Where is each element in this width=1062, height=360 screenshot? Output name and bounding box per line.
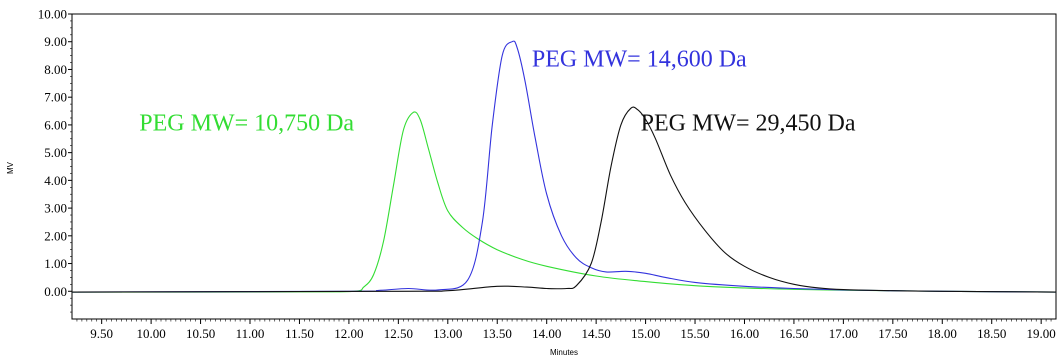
x-tick-label: 10.00 [136,326,165,341]
y-tick-label: 8.00 [44,62,67,77]
x-tick-label: 11.00 [236,326,265,341]
y-axis: 0.00 1.00 2.00 3.00 4.00 5.00 6.00 7.00 8.00 9.00… [38,7,72,313]
x-tick-label: 9.50 [90,326,113,341]
x-tick-label: 12.00 [334,326,363,341]
x-tick-label: 18.50 [977,326,1006,341]
x-tick-label: 17.00 [829,326,858,341]
x-axis: 9.50 10.00 10.50 11.00 11.50 12.00 12.50 13.00 1… [76,319,1056,341]
series-lines [71,40,1057,293]
y-tick-label: 0.00 [44,284,67,299]
x-tick-label: 18.00 [928,326,957,341]
x-tick-label: 16.00 [730,326,759,341]
x-tick-label: 14.00 [532,326,561,341]
x-axis-title: Minutes [550,348,578,357]
y-tick-label: 2.00 [44,228,67,243]
x-tick-label: 13.50 [483,326,512,341]
x-tick-label: 13.00 [433,326,462,341]
x-tick-label: 14.50 [582,326,611,341]
y-tick-label: 7.00 [44,90,67,105]
series-line-1 [71,111,1057,293]
x-tick-label: 12.50 [384,326,413,341]
y-tick-label: 10.00 [38,7,67,22]
x-tick-label: 16.50 [779,326,808,341]
x-tick-label: 19.00 [1027,326,1056,341]
x-tick-label: 11.50 [285,326,314,341]
y-tick-label: 9.00 [44,34,67,49]
y-tick-label: 6.00 [44,117,67,132]
y-tick-label: 3.00 [44,201,67,216]
y-tick-label: 1.00 [44,256,67,271]
x-tick-label: 17.50 [878,326,907,341]
x-tick-label: 15.50 [680,326,709,341]
peak-annotation-2: PEG MW= 14,600 Da [532,47,747,73]
x-tick-label: 15.00 [631,326,660,341]
y-axis-title: MV [6,161,15,174]
y-tick-label: 4.00 [44,173,67,188]
series-line-2 [71,40,1057,293]
series-line-3 [71,106,1057,293]
y-tick-label: 5.00 [44,145,67,160]
peak-annotation-1: PEG MW= 10,750 Da [139,110,354,136]
peak-annotations: PEG MW= 10,750 Da PEG MW= 14,600 Da PEG MW… [139,47,856,137]
x-tick-label: 10.50 [186,326,215,341]
peak-annotation-3: PEG MW= 29,450 Da [641,110,856,136]
